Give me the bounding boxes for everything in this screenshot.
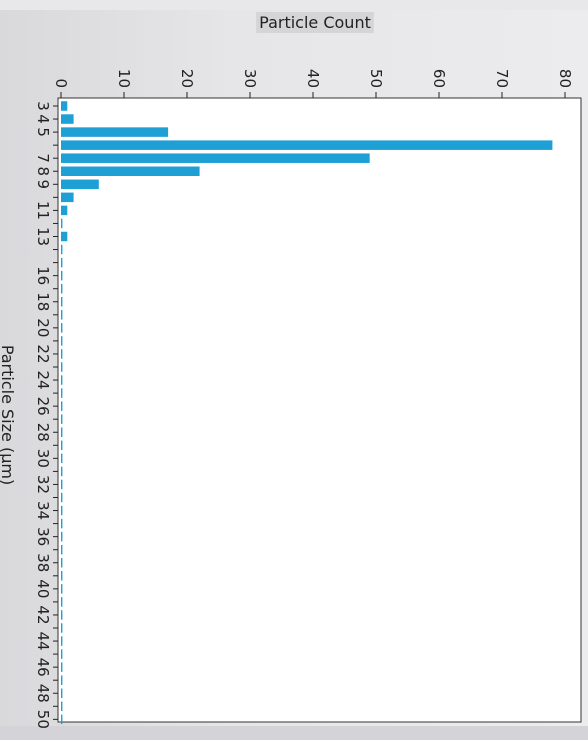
category-tick-label: 30	[34, 449, 52, 468]
value-tick-label: 60	[430, 69, 448, 88]
bar-size-45	[61, 649, 63, 659]
value-tick-label: 0	[52, 78, 70, 88]
bar-size-38	[61, 558, 63, 568]
value-tick-label: 80	[556, 69, 574, 88]
category-tick-label: 40	[34, 579, 52, 598]
bottom-strip	[0, 726, 588, 740]
category-tick-label: 13	[34, 227, 52, 246]
bar-size-24	[61, 375, 63, 385]
bar-size-50	[61, 714, 63, 725]
bar-size-46	[61, 662, 63, 672]
bar-size-13	[61, 231, 68, 242]
value-tick-label: 10	[115, 69, 133, 88]
category-tick-label: 34	[34, 501, 52, 520]
bar-size-39	[61, 571, 63, 581]
plot-area	[57, 97, 582, 723]
bar-size-10	[61, 192, 74, 203]
bar-size-21	[61, 336, 63, 346]
bar-size-33	[61, 492, 63, 503]
bar-size-42	[61, 610, 63, 620]
category-tick-label: 3	[34, 101, 52, 111]
value-axis-title-background	[256, 12, 374, 33]
bar-size-5	[61, 127, 169, 137]
bar-size-49	[61, 701, 63, 712]
category-axis: 3457891113161820222426283032343638404244…	[34, 101, 58, 729]
category-tick-label: 36	[34, 527, 52, 546]
bar-size-3	[61, 101, 68, 111]
category-tick-label: 5	[34, 127, 52, 137]
top-strip	[0, 0, 588, 10]
category-tick-label: 16	[34, 266, 52, 285]
bar-size-4	[61, 114, 74, 124]
bar-size-47	[61, 675, 63, 685]
category-tick-label: 24	[34, 371, 52, 390]
category-tick-label: 20	[34, 318, 52, 337]
bar-size-30	[61, 453, 63, 464]
category-tick-label: 48	[34, 684, 52, 703]
bar-size-15	[61, 257, 63, 268]
bar-size-12	[61, 218, 63, 229]
bar-size-43	[61, 623, 63, 633]
value-axis-title-group: Particle Count	[256, 12, 374, 33]
category-tick-label: 11	[34, 201, 52, 220]
category-tick-label: 7	[34, 153, 52, 163]
bar-size-23	[61, 362, 63, 372]
bar-size-36	[61, 531, 63, 542]
bar-size-35	[61, 518, 63, 529]
bar-size-8	[61, 166, 200, 176]
value-tick-label: 30	[241, 69, 259, 88]
bar-size-19	[61, 310, 63, 320]
bar-size-6	[61, 140, 553, 150]
bar-size-25	[61, 388, 63, 398]
category-axis-title: Particle Size (µm)	[0, 345, 17, 485]
bar-size-41	[61, 597, 63, 607]
category-tick-label: 26	[34, 397, 52, 416]
category-tick-label: 22	[34, 344, 52, 363]
bar-size-11	[61, 205, 68, 216]
bar-size-48	[61, 688, 63, 698]
category-tick-label: 44	[34, 632, 52, 651]
bar-size-32	[61, 479, 63, 490]
bar-size-18	[61, 297, 63, 307]
value-tick-label: 20	[178, 69, 196, 88]
category-tick-label: 28	[34, 423, 52, 442]
value-tick-label: 40	[304, 69, 322, 88]
category-tick-label: 50	[34, 710, 52, 729]
bar-size-7	[61, 153, 370, 163]
bar-size-20	[61, 323, 63, 333]
bar-size-14	[61, 244, 63, 255]
bar-size-22	[61, 349, 63, 359]
bar-series	[61, 101, 553, 725]
category-tick-label: 18	[34, 292, 52, 311]
bar-size-34	[61, 505, 63, 516]
category-tick-label: 32	[34, 475, 52, 494]
category-tick-label: 38	[34, 553, 52, 572]
category-tick-label: 42	[34, 605, 52, 624]
category-tick-label: 9	[34, 180, 52, 190]
value-tick-label: 70	[493, 69, 511, 88]
bar-size-27	[61, 414, 63, 424]
bar-size-16	[61, 270, 63, 281]
category-tick-label: 4	[34, 114, 52, 124]
category-tick-label: 8	[34, 166, 52, 176]
bar-size-29	[61, 440, 63, 451]
bar-size-44	[61, 636, 63, 646]
value-axis: 0 10 20 30 40 50 60 70 80	[52, 69, 574, 98]
value-tick-label: 50	[367, 69, 385, 88]
bar-size-37	[61, 544, 63, 555]
bar-size-40	[61, 584, 63, 594]
bar-size-31	[61, 466, 63, 477]
bar-size-17	[61, 283, 63, 294]
bar-size-26	[61, 401, 63, 411]
bar-size-28	[61, 427, 63, 437]
value-axis-title: Particle Count	[259, 13, 371, 32]
bar-size-9	[61, 179, 99, 190]
category-tick-label: 46	[34, 658, 52, 677]
